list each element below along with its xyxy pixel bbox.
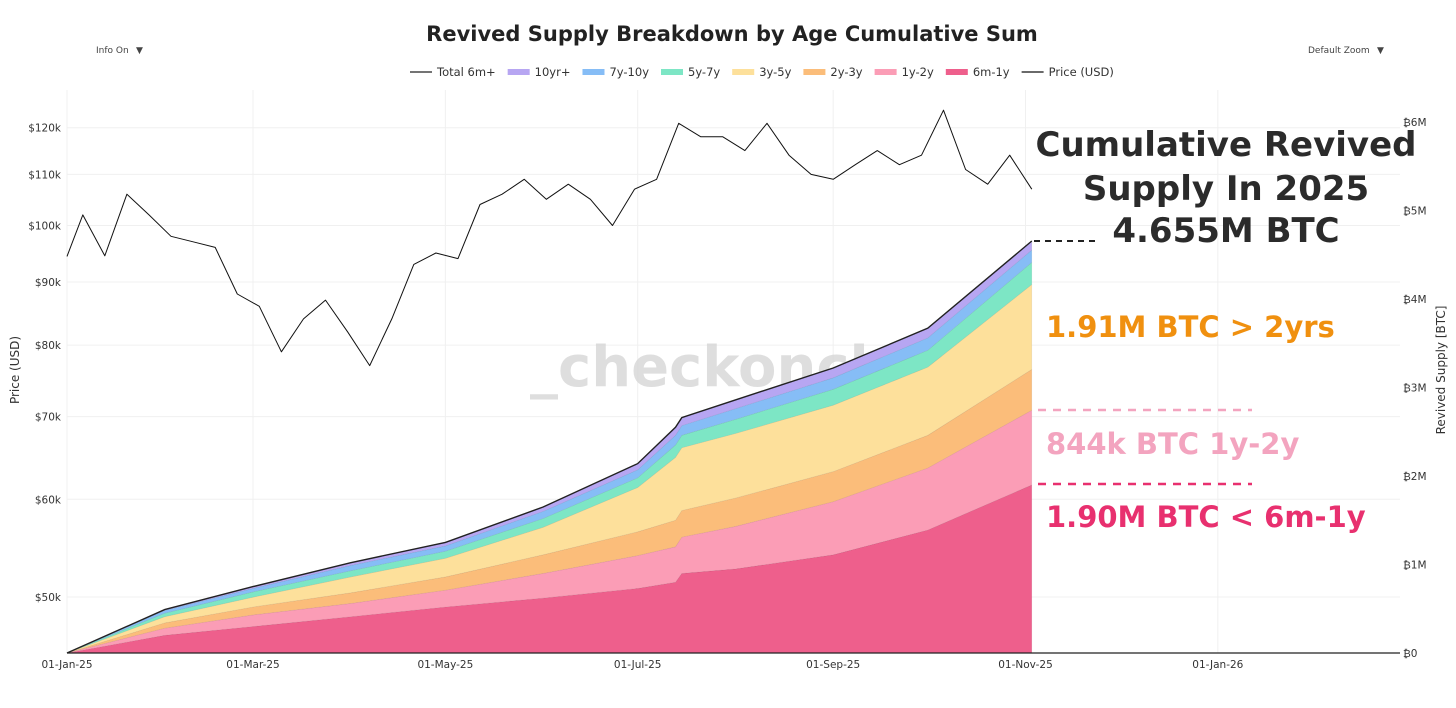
legend-swatch: [945, 69, 968, 75]
left-tick-label: $110k: [28, 169, 62, 181]
right-tick-label: ₿0: [1403, 648, 1417, 660]
x-tick-label: 01-Mar-25: [226, 659, 279, 671]
legend-item[interactable]: 1y-2y: [874, 65, 934, 79]
legend-item[interactable]: Price (USD): [1021, 65, 1114, 79]
right-tick-label: ₿4M: [1403, 294, 1427, 306]
right-axis-label: Revived Supply [BTC]: [1434, 306, 1448, 435]
right-tick-label: ₿5M: [1403, 206, 1427, 218]
axes: 01-Jan-25 01-Mar-25 01-May-25 01-Jul-25 01-S…: [28, 117, 1426, 671]
left-tick-label: $80k: [35, 340, 62, 352]
6m-1y-annotation: 1.90M BTC < 6m-1y: [1046, 500, 1366, 534]
right-tick-label: ₿1M: [1403, 560, 1427, 572]
legend-label: 3y-5y: [759, 65, 791, 79]
x-tick-label: 01-Nov-25: [998, 659, 1053, 671]
zoom-dropdown[interactable]: Default Zoom ▼: [1308, 46, 1384, 56]
right-tick-label: ₿6M: [1403, 117, 1427, 129]
legend-label: Total 6m+: [436, 65, 496, 79]
total-6m-line: [66, 240, 1033, 654]
caret-down-icon: ▼: [1377, 46, 1384, 56]
left-tick-label: $70k: [35, 412, 62, 424]
annotations: Cumulative Revived Supply In 2025 4.655M…: [1034, 125, 1416, 534]
x-tick-label: 01-Jan-26: [1192, 659, 1243, 671]
area-7y-10y: [66, 249, 1033, 654]
legend-item[interactable]: 10yr+: [507, 65, 571, 79]
legend-label: 7y-10y: [609, 65, 649, 79]
1y-2y-annotation: 844k BTC 1y-2y: [1046, 427, 1299, 461]
info-toggle-label: Info On: [96, 46, 129, 56]
legend-swatch: [803, 69, 826, 75]
legend-swatch: [874, 69, 897, 75]
legend-swatch: [661, 69, 683, 75]
legend-item[interactable]: 5y-7y: [661, 65, 720, 79]
x-tick-label: 01-Jul-25: [614, 659, 662, 671]
legend: Total 6m+ 10yr+ 7y-10y 5y-7y 3y-5y 2y-3y 1y-2y…: [410, 65, 1114, 79]
headline-line2: Supply In 2025: [1083, 169, 1369, 209]
info-toggle[interactable]: Info On ▼: [96, 46, 143, 56]
legend-swatch: [507, 69, 530, 75]
legend-item[interactable]: Total 6m+: [410, 65, 496, 79]
legend-swatch: [732, 69, 755, 75]
left-tick-label: $90k: [35, 277, 62, 289]
legend-label: 1y-2y: [902, 65, 934, 79]
legend-swatch: [582, 69, 605, 75]
x-tick-label: 01-Jan-25: [41, 659, 92, 671]
left-tick-label: $50k: [35, 592, 62, 604]
left-tick-label: $100k: [28, 220, 62, 232]
price-line: [66, 109, 1033, 367]
legend-label: 6m-1y: [973, 65, 1010, 79]
chart-title: Revived Supply Breakdown by Age Cumulati…: [426, 22, 1038, 46]
legend-label: 2y-3y: [830, 65, 862, 79]
stacked-areas: [66, 240, 1033, 654]
right-tick-label: ₿2M: [1403, 471, 1427, 483]
lines: [66, 109, 1033, 654]
legend-label: 5y-7y: [688, 65, 720, 79]
legend-label: Price (USD): [1049, 65, 1114, 79]
zoom-dropdown-label: Default Zoom: [1308, 46, 1370, 56]
headline-line1: Cumulative Revived: [1036, 125, 1417, 165]
left-tick-label: $120k: [28, 123, 62, 135]
x-tick-label: 01-May-25: [417, 659, 473, 671]
legend-item[interactable]: 6m-1y: [945, 65, 1010, 79]
legend-item[interactable]: 2y-3y: [803, 65, 863, 79]
legend-item[interactable]: 3y-5y: [732, 65, 792, 79]
legend-item[interactable]: 7y-10y: [582, 65, 649, 79]
grid: [66, 90, 1400, 653]
headline-line3: 4.655M BTC: [1112, 211, 1339, 251]
legend-label: 10yr+: [535, 65, 571, 79]
x-tick-label: 01-Sep-25: [806, 659, 860, 671]
caret-down-icon: ▼: [136, 46, 143, 56]
right-tick-label: ₿3M: [1403, 383, 1427, 395]
left-axis-label: Price (USD): [8, 336, 22, 404]
area-3y-5y: [66, 283, 1033, 654]
area-1y-2y: [66, 409, 1033, 654]
left-tick-label: $60k: [35, 494, 62, 506]
over-2y-annotation: 1.91M BTC > 2yrs: [1046, 310, 1335, 344]
